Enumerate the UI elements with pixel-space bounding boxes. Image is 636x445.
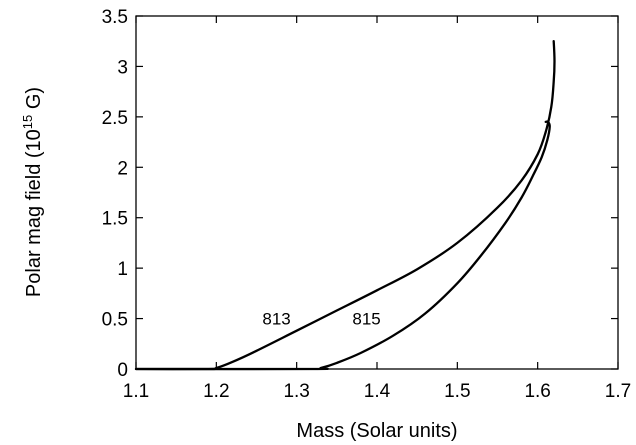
- series-line-813: [136, 41, 555, 369]
- y-axis-label-exponent: 15: [20, 115, 35, 129]
- y-axis-label-unit: G): [23, 87, 45, 115]
- y-tick-label: 0: [117, 360, 128, 381]
- y-tick-label: 3.5: [102, 7, 128, 28]
- x-tick-label: 1.5: [444, 381, 470, 402]
- y-tick-label: 3: [117, 57, 128, 78]
- x-tick-label: 1.4: [364, 381, 391, 402]
- curve-label-813: 813: [262, 310, 290, 329]
- curve-label-815: 815: [352, 310, 380, 329]
- y-tick-label: 0.5: [102, 310, 128, 331]
- y-tick-label: 2.5: [102, 108, 128, 129]
- series-group: [136, 41, 555, 369]
- y-axis-label-main: Polar mag field (10: [23, 129, 45, 297]
- y-tick-label: 1: [117, 259, 128, 280]
- axis-ticks: 1.1 1.2 1.3 1.4 1.5 1.6 1.7 0 0.5 1 1.5 2 2.5 3 3.5: [102, 7, 632, 402]
- x-tick-label: 1.6: [524, 381, 550, 402]
- y-tick-label: 1.5: [102, 209, 128, 230]
- series-line-815: [136, 122, 550, 370]
- x-tick-label: 1.7: [605, 381, 631, 402]
- x-tick-label: 1.2: [203, 381, 229, 402]
- y-tick-label: 2: [117, 158, 128, 179]
- x-axis-label: Mass (Solar units): [296, 420, 457, 442]
- x-tick-label: 1.1: [123, 381, 149, 402]
- x-tick-label: 1.3: [283, 381, 309, 402]
- y-axis-label: Polar mag field (1015 G): [20, 87, 45, 297]
